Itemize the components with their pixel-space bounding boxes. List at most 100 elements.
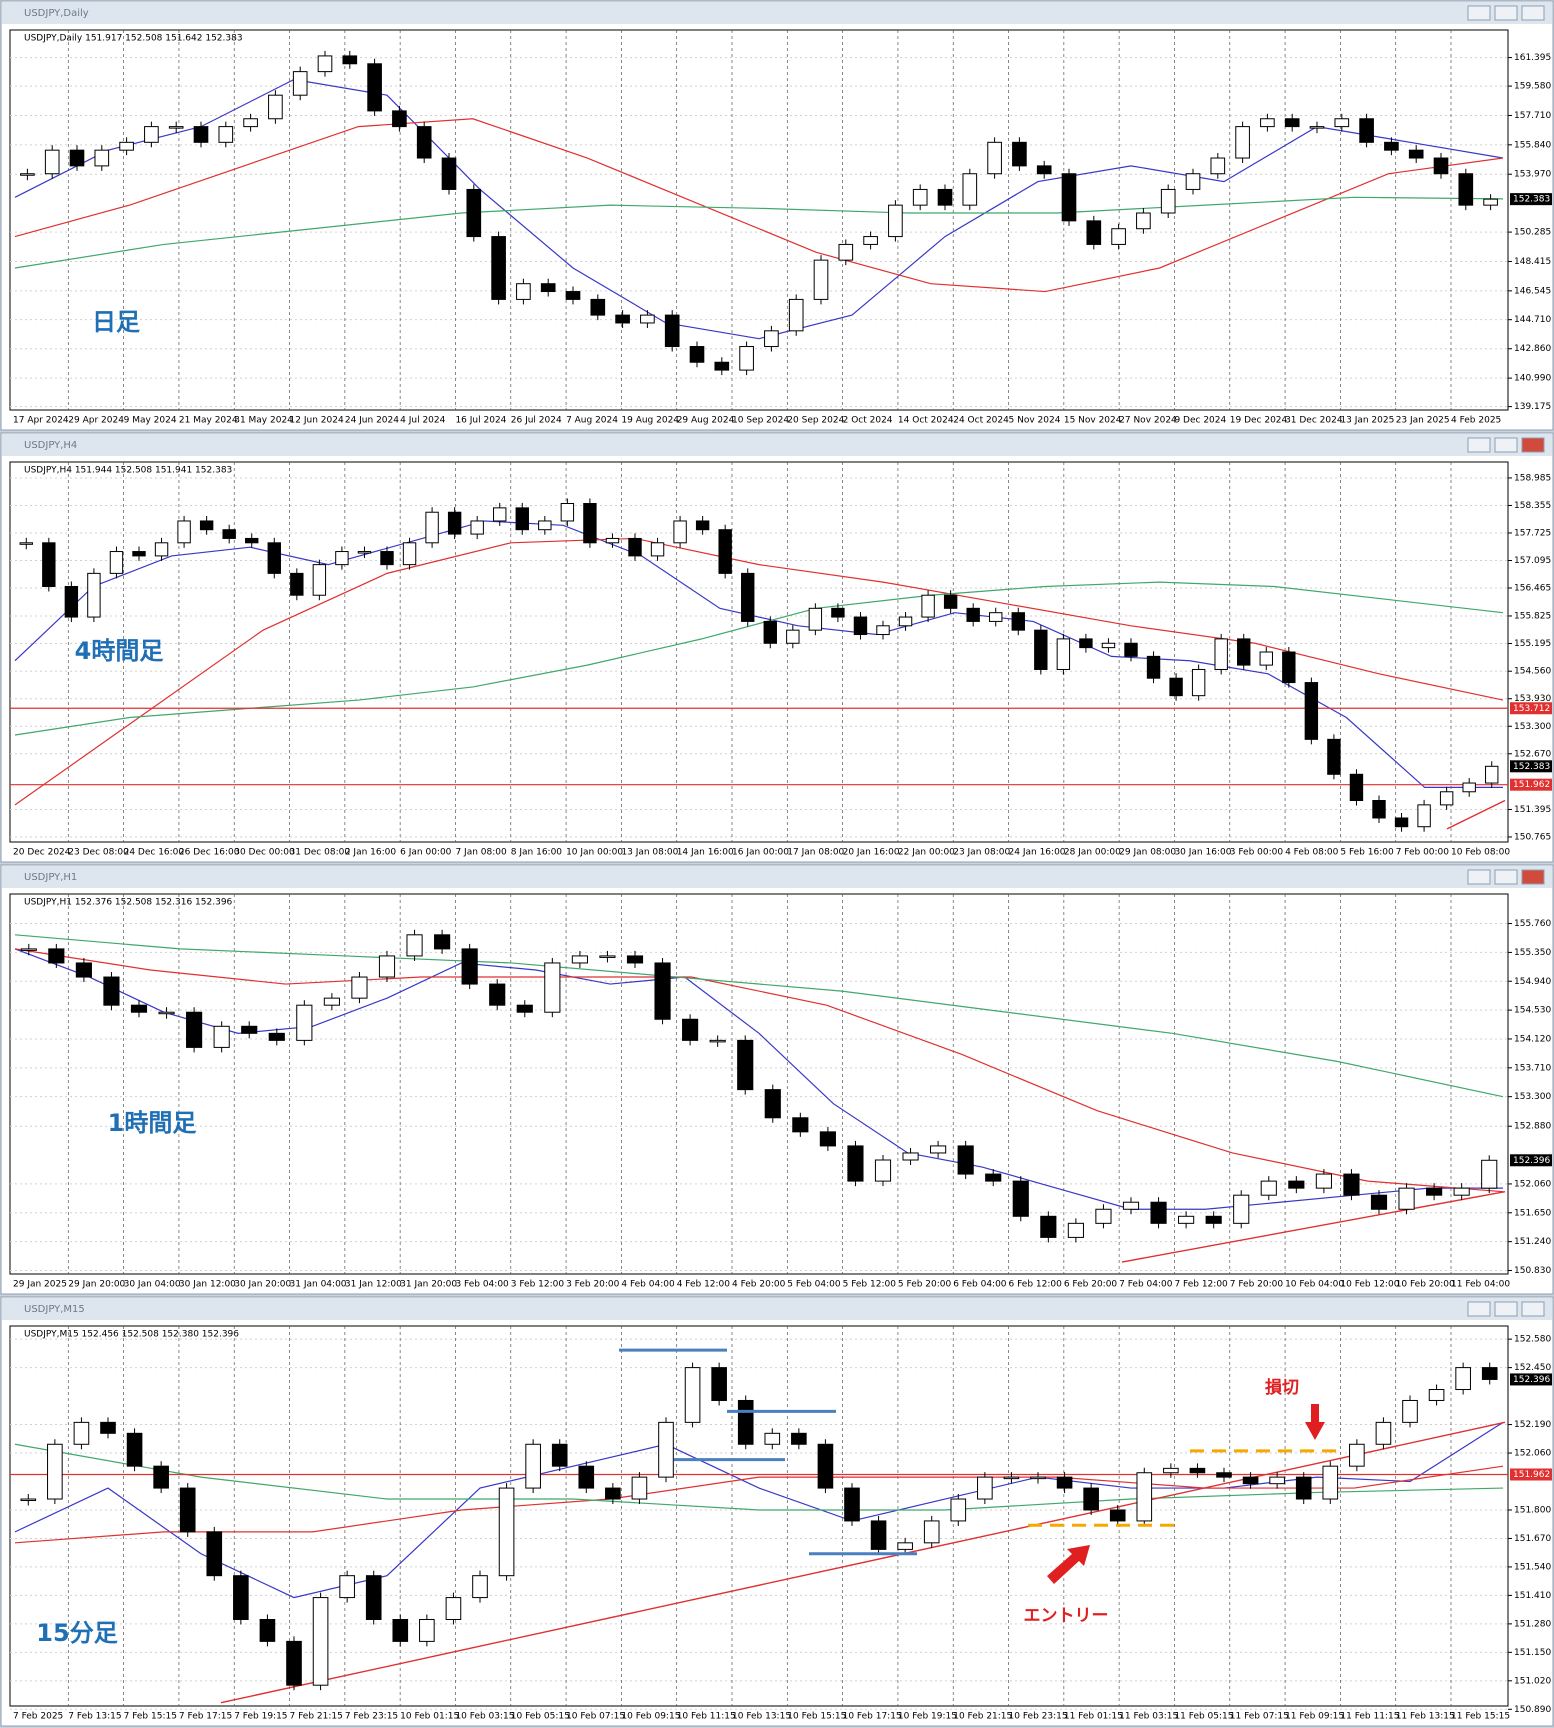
entry-arrow (1047, 1545, 1090, 1584)
candle (516, 1004, 533, 1013)
x-tick-label: 4 Feb 04:00 (621, 1280, 675, 1290)
moving-average (14, 934, 1504, 1098)
x-tick-label: 2 Jan 16:00 (345, 848, 397, 858)
candle (1359, 118, 1374, 143)
x-tick-label: 10 Feb 04:00 (1285, 1280, 1344, 1290)
candle (1458, 173, 1474, 206)
candle (578, 1465, 595, 1489)
candle (626, 955, 644, 964)
x-tick-label: 11 Feb 05:15 (1174, 1712, 1233, 1722)
candle (654, 962, 671, 1020)
candle (560, 502, 575, 522)
x-tick-label: 7 Feb 12:00 (1174, 1280, 1228, 1290)
x-tick-label: 10 Feb 05:15 (511, 1712, 570, 1722)
candle (1398, 1187, 1415, 1210)
y-tick-label: 157.710 (1514, 111, 1551, 121)
y-tick-label: 148.415 (1514, 257, 1551, 267)
moving-average (14, 948, 1504, 1193)
candle (199, 520, 214, 531)
x-tick-label: 31 Jan 04:00 (290, 1280, 347, 1290)
candle (764, 1432, 781, 1445)
x-tick-label: 10 Feb 07:15 (566, 1712, 625, 1722)
candle (1111, 228, 1126, 245)
y-tick-label: 155.840 (1514, 140, 1551, 150)
x-tick-label: 24 Jun 2024 (345, 416, 399, 426)
moving-average (14, 520, 1503, 789)
x-tick-label: 23 Dec 08:00 (68, 848, 129, 858)
candle (268, 94, 283, 120)
candle (516, 283, 531, 300)
candle (365, 1575, 382, 1620)
candle (317, 55, 333, 73)
x-tick-label: 12 Jun 2024 (290, 416, 344, 426)
candle (1417, 804, 1431, 828)
candle (538, 520, 552, 531)
y-tick-label: 152.880 (1514, 1122, 1551, 1132)
candle (392, 1618, 409, 1642)
candle (406, 934, 423, 957)
title-bar (2, 866, 1552, 888)
x-tick-label: 29 Jan 2025 (13, 1280, 67, 1290)
candle (714, 361, 730, 371)
candle (1235, 126, 1250, 159)
candle (445, 1597, 462, 1620)
candle (808, 607, 823, 631)
candle (874, 1159, 892, 1182)
title-bar (2, 434, 1552, 456)
stop-arrow (1305, 1404, 1325, 1440)
candle (1095, 1208, 1112, 1224)
y-tick-label: 154.940 (1514, 977, 1551, 987)
window-button[interactable] (1521, 437, 1545, 453)
x-tick-label: 10 Feb 11:15 (677, 1712, 736, 1722)
y-tick-label: 152.190 (1514, 1420, 1551, 1430)
window-button[interactable] (1494, 5, 1518, 21)
candle (1214, 638, 1228, 670)
candle (425, 511, 439, 544)
x-tick-label: 4 Feb 2025 (1451, 416, 1501, 426)
candle (764, 1089, 781, 1119)
candle (153, 1465, 169, 1489)
y-tick-label: 161.395 (1514, 53, 1551, 63)
y-tick-label: 154.560 (1514, 667, 1551, 677)
candle (1034, 629, 1048, 670)
window-button[interactable] (1494, 437, 1518, 453)
candle (1394, 817, 1409, 828)
window-button[interactable] (1494, 869, 1518, 885)
candle (739, 346, 754, 371)
candle (493, 507, 507, 522)
window-button[interactable] (1467, 1301, 1491, 1317)
x-tick-label: 13 Jan 08:00 (621, 848, 678, 858)
candle (950, 1498, 967, 1522)
candle (1485, 765, 1499, 784)
x-tick-label: 29 Apr 2024 (68, 416, 124, 426)
candle (109, 551, 124, 574)
window-button[interactable] (1521, 1301, 1545, 1317)
candle (943, 594, 958, 609)
window-button[interactable] (1467, 437, 1491, 453)
y-tick-label: 153.300 (1514, 722, 1551, 732)
title-bar (2, 1298, 1552, 1320)
y-tick-label: 158.985 (1514, 473, 1551, 483)
candle (296, 1004, 313, 1041)
candle (923, 1520, 940, 1544)
candle (792, 1117, 809, 1133)
x-tick-label: 11 Feb 13:15 (1396, 1712, 1455, 1722)
candle (1481, 1367, 1498, 1380)
chart-header: USDJPY,M15 152.456 152.508 152.380 152.3… (24, 1330, 239, 1340)
window-button[interactable] (1521, 5, 1545, 21)
candle (312, 564, 327, 596)
x-tick-label: 10 Sep 2024 (732, 416, 789, 426)
candle (1012, 1180, 1029, 1217)
candle (631, 1476, 648, 1500)
y-tick-label: 150.830 (1514, 1266, 1551, 1276)
window-button[interactable] (1467, 869, 1491, 885)
window-button[interactable] (1494, 1301, 1518, 1317)
window-button[interactable] (1467, 5, 1491, 21)
candle (888, 204, 903, 238)
candle (1260, 1180, 1277, 1196)
candle (962, 173, 978, 206)
window-button[interactable] (1521, 869, 1545, 885)
candle (583, 502, 597, 544)
y-tick-label: 151.150 (1514, 1648, 1551, 1658)
y-tick-label: 144.710 (1514, 315, 1551, 325)
